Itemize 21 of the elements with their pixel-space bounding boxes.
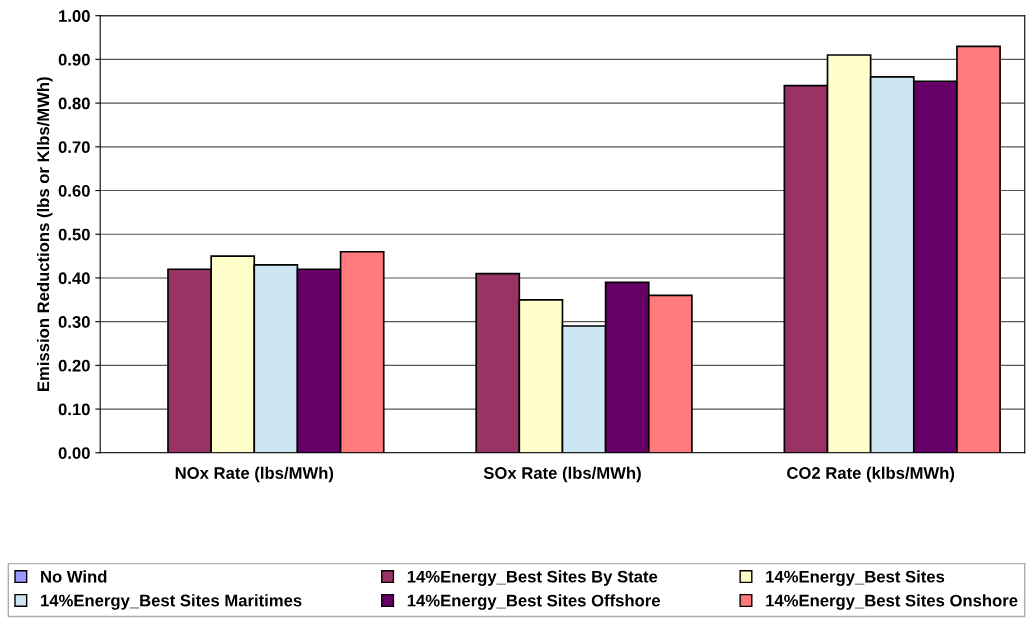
y-axis-title: Emission Reductions (lbs or Klbs/MWh) (36, 77, 53, 391)
x-tick-label: NOx Rate (lbs/MWh) (175, 466, 334, 483)
x-tick-label: SOx Rate (lbs/MWh) (483, 466, 641, 483)
legend-label: 14%Energy_Best Sites (766, 570, 945, 586)
y-tick-label: 0.30 (58, 316, 90, 328)
legend-label: 14%Energy_Best Sites By State (407, 570, 658, 586)
legend-label: No Wind (41, 570, 107, 583)
y-tick-label: 0.60 (58, 184, 90, 197)
y-tick-label: 0.50 (58, 228, 90, 241)
y-tick-label: 0.00 (58, 447, 90, 459)
x-tick-label: CO2 Rate (klbs/MWh) (787, 466, 955, 483)
y-tick-label: 0.70 (58, 141, 90, 154)
y-tick-label: 0.90 (58, 53, 90, 66)
y-tick-label: 0.10 (58, 403, 90, 416)
y-tick-label: 0.80 (58, 97, 90, 110)
y-tick-label: 0.40 (58, 272, 90, 285)
legend-label: 14%Energy_Best Sites Onshore (766, 594, 1018, 610)
legend-label: 14%Energy_Best Sites Offshore (407, 594, 660, 610)
y-tick-label: 1.00 (59, 10, 90, 22)
legend-label: 14%Energy_Best Sites Maritimes (41, 594, 302, 610)
y-tick-label: 0.20 (58, 359, 90, 372)
